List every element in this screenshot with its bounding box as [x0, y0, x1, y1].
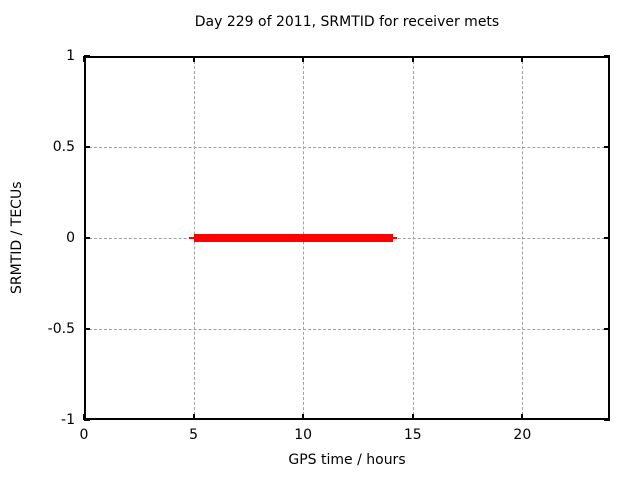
tick-mark-top [192, 56, 195, 62]
tick-mark-bottom [521, 414, 524, 420]
x-tick-label: 0 [79, 427, 89, 443]
grid-line-horizontal [84, 147, 610, 148]
y-tick-label: -1 [61, 412, 75, 428]
y-tick-label: 0 [66, 230, 75, 246]
grid-line-horizontal [84, 329, 610, 330]
tick-mark-left [84, 55, 90, 57]
tick-mark-top [83, 56, 85, 62]
tick-mark-left [84, 419, 90, 421]
plot-area [83, 55, 610, 421]
tick-mark-bottom [83, 414, 85, 420]
tick-mark-right [604, 328, 610, 330]
tick-mark-right [604, 237, 610, 239]
y-tick-label: 0.5 [52, 139, 75, 155]
x-axis-label: GPS time / hours [288, 452, 406, 468]
x-tick-label: 10 [294, 427, 313, 443]
y-tick-label: -0.5 [47, 321, 75, 337]
tick-mark-top [302, 56, 305, 62]
tick-mark-top [411, 56, 414, 62]
y-tick-label: 1 [66, 48, 75, 64]
tick-mark-top [521, 56, 524, 62]
tick-mark-bottom [192, 414, 195, 420]
tick-mark-right [604, 146, 610, 148]
tick-mark-left [84, 328, 90, 330]
chart-title: Day 229 of 2011, SRMTID for receiver met… [194, 14, 500, 30]
tick-mark-right [604, 419, 610, 421]
x-tick-label: 15 [403, 427, 422, 443]
y-axis-label: SRMTID / TECUs [9, 181, 25, 295]
x-tick-label: 5 [189, 427, 199, 443]
tick-mark-right [604, 55, 610, 57]
x-tick-label: 20 [513, 427, 532, 443]
tick-mark-left [84, 237, 90, 239]
tick-mark-bottom [302, 414, 305, 420]
tick-mark-bottom [411, 414, 414, 420]
tick-mark-left [84, 146, 90, 148]
series-line-srmtid [193, 234, 394, 242]
